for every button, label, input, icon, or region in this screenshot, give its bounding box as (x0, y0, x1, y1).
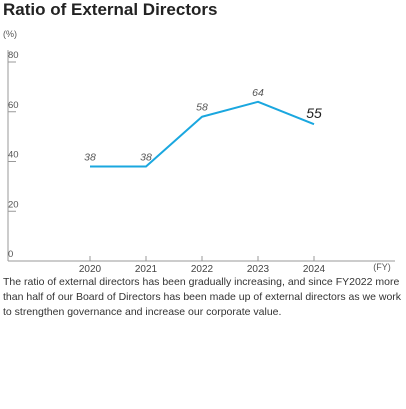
y-tick-label: 0 (8, 249, 13, 260)
data-label: 64 (252, 87, 264, 99)
x-axis-unit: (FY) (373, 262, 391, 272)
x-tick-label: 2020 (79, 264, 102, 275)
line-chart: (%) 0 20 40 60 80 2020 2021 2022 2023 2024 (FY) 38 38… (3, 29, 395, 275)
x-tick-label: 2021 (135, 264, 158, 275)
data-label: 58 (196, 102, 208, 114)
y-tick-label: 80 (8, 50, 19, 61)
x-tick-label: 2023 (247, 264, 270, 275)
y-tick-label: 40 (8, 150, 19, 161)
data-label: 55 (306, 105, 322, 121)
series-line (90, 100, 315, 168)
data-label: 38 (140, 151, 152, 163)
data-label: 38 (84, 151, 96, 163)
y-tick-label: 20 (8, 199, 19, 210)
y-tick-label: 60 (8, 100, 19, 111)
x-tick-label: 2022 (191, 264, 214, 275)
chart-caption: The ratio of external directors has been… (3, 276, 402, 318)
x-tick-label: 2024 (303, 264, 326, 275)
chart-title: Ratio of External Directors (3, 0, 218, 19)
y-axis-unit: (%) (3, 29, 17, 39)
